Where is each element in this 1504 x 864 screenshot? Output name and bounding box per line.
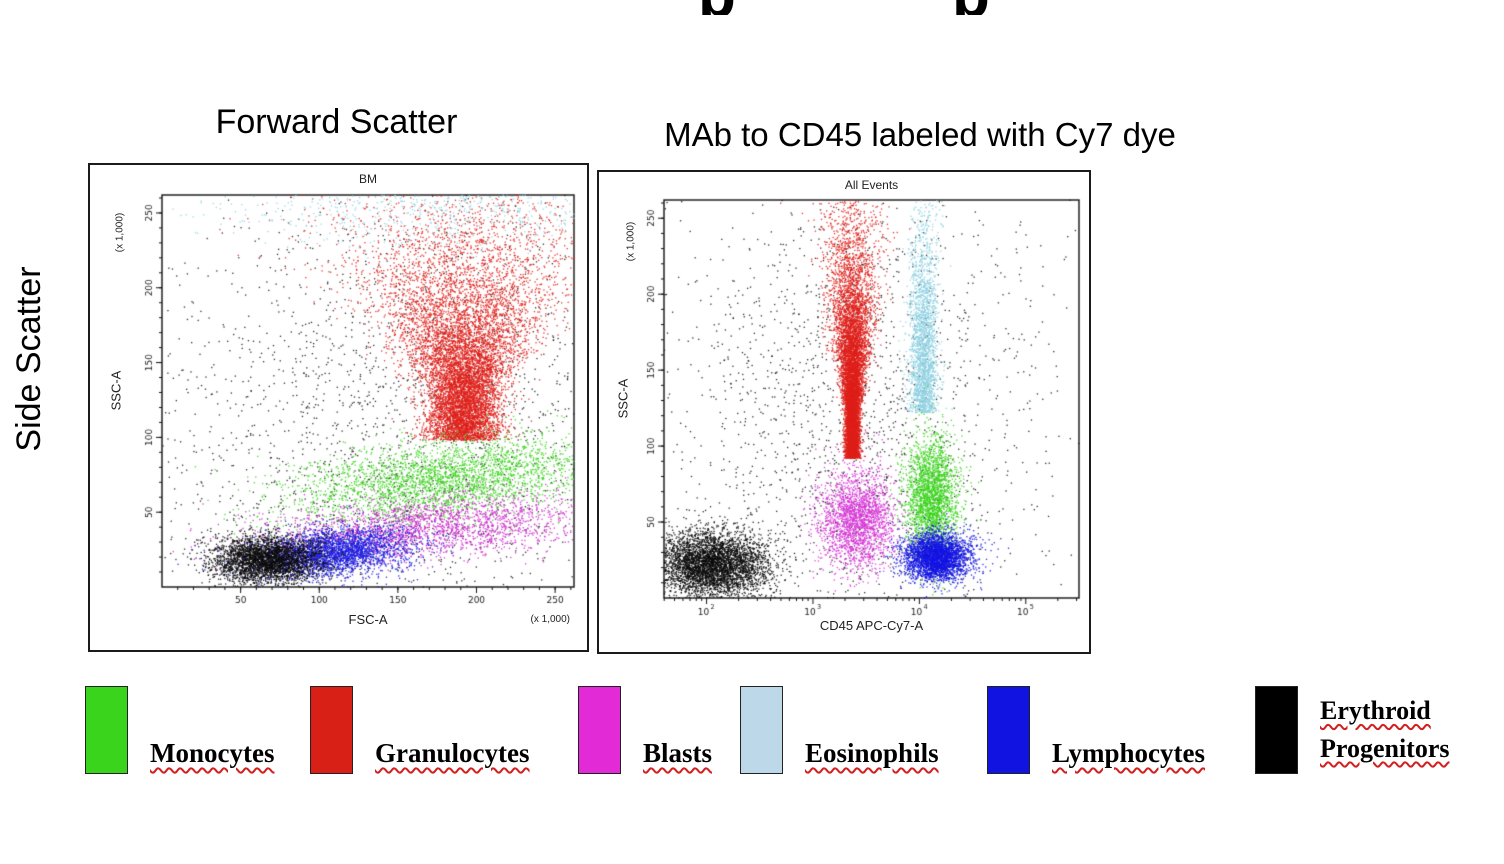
- fsc-ssc-plot-canvas: [90, 165, 587, 650]
- fsc-axis-unit: (x 1,000): [530, 614, 570, 625]
- population-legend: Monocytes Granulocytes Blasts Eosinophil…: [0, 686, 1504, 778]
- ssc-axis-unit: (x 1,000): [625, 221, 637, 262]
- lymphocytes-label: Lymphocytes: [1052, 738, 1206, 768]
- lymphocytes-color-swatch: [987, 686, 1030, 774]
- cd45-ssc-dot-plot: All Events SSC-A (x 1,000) CD45 APC-Cy7-…: [597, 170, 1091, 654]
- cd45-axis-label: CD45 APC-Cy7-A: [819, 618, 924, 633]
- monocytes-color-swatch: [85, 686, 128, 774]
- side-scatter-axis-label: Side Scatter: [10, 266, 48, 452]
- cropped-heading-fragment: p: [952, 0, 1002, 15]
- legend-item-granulocytes: Granulocytes: [310, 686, 530, 774]
- blasts-color-swatch: [578, 686, 621, 774]
- legend-item-blasts: Blasts: [578, 686, 712, 774]
- legend-item-eosinophils: Eosinophils: [740, 686, 939, 774]
- plot-title-all-events: All Events: [844, 178, 899, 192]
- erythroid-progenitors-label: Erythroid Progenitors: [1320, 696, 1450, 763]
- legend-item-erythroid-progenitors: Erythroid Progenitors: [1255, 686, 1450, 774]
- eosinophils-color-swatch: [740, 686, 783, 774]
- ssc-axis-unit: (x 1,000): [114, 212, 126, 253]
- eosinophils-label: Eosinophils: [805, 738, 939, 768]
- forward-scatter-title: Forward Scatter: [215, 103, 458, 141]
- granulocytes-color-swatch: [310, 686, 353, 774]
- cd45-cy7-title: MAb to CD45 labeled with Cy7 dye: [664, 116, 1176, 153]
- granulocytes-label: Granulocytes: [375, 738, 530, 768]
- fsc-axis-label: FSC-A: [348, 612, 388, 627]
- ssc-axis-label: SSC-A: [615, 378, 631, 419]
- legend-item-lymphocytes: Lymphocytes: [987, 686, 1205, 774]
- plot-title-bm: BM: [359, 172, 377, 186]
- fsc-ssc-dot-plot: BM SSC-A (x 1,000) FSC-A (x 1,000): [88, 163, 589, 652]
- blasts-label: Blasts: [643, 738, 713, 768]
- cropped-heading-fragment: p: [698, 0, 748, 15]
- monocytes-label: Monocytes: [150, 738, 275, 768]
- ssc-axis-label: SSC-A: [108, 370, 124, 411]
- legend-item-monocytes: Monocytes: [85, 686, 274, 774]
- erythroid-progenitors-color-swatch: [1255, 686, 1298, 774]
- cd45-ssc-plot-canvas: [599, 172, 1089, 652]
